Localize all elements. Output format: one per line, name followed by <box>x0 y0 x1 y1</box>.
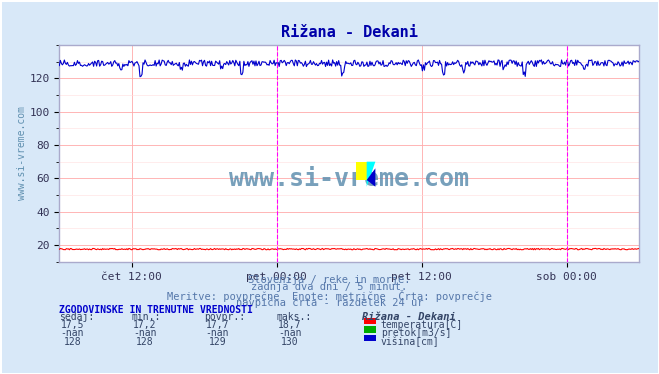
Text: min.:: min.: <box>132 312 161 322</box>
Text: pretok[m3/s]: pretok[m3/s] <box>381 328 451 338</box>
Text: 128: 128 <box>136 337 154 347</box>
Text: zadnja dva dni / 5 minut.: zadnja dva dni / 5 minut. <box>251 282 408 292</box>
Title: Rižana - Dekani: Rižana - Dekani <box>281 25 418 40</box>
Text: -nan: -nan <box>133 328 157 338</box>
Text: temperatura[C]: temperatura[C] <box>381 320 463 330</box>
Polygon shape <box>366 162 376 187</box>
Text: -nan: -nan <box>206 328 229 338</box>
Polygon shape <box>357 162 366 180</box>
Text: 17,2: 17,2 <box>133 320 157 330</box>
Text: navpična črta - razdelek 24 ur: navpična črta - razdelek 24 ur <box>236 297 423 308</box>
Text: 17,5: 17,5 <box>61 320 84 330</box>
Text: maks.:: maks.: <box>277 312 312 322</box>
Text: povpr.:: povpr.: <box>204 312 245 322</box>
Text: sedaj:: sedaj: <box>59 312 94 322</box>
Text: višina[cm]: višina[cm] <box>381 337 440 347</box>
Text: ZGODOVINSKE IN TRENUTNE VREDNOSTI: ZGODOVINSKE IN TRENUTNE VREDNOSTI <box>59 305 253 315</box>
Text: Rižana - Dekani: Rižana - Dekani <box>362 312 456 322</box>
Text: 130: 130 <box>281 337 299 347</box>
Text: 128: 128 <box>64 337 81 347</box>
Text: -nan: -nan <box>278 328 302 338</box>
Text: Slovenija / reke in morje.: Slovenija / reke in morje. <box>248 275 411 285</box>
Text: 129: 129 <box>209 337 226 347</box>
Text: -nan: -nan <box>61 328 84 338</box>
Polygon shape <box>366 168 376 187</box>
Text: 18,7: 18,7 <box>278 320 302 330</box>
Text: 17,7: 17,7 <box>206 320 229 330</box>
Text: www.si-vreme.com: www.si-vreme.com <box>229 168 469 191</box>
Text: Meritve: povprečne  Enote: metrične  Črta: povprečje: Meritve: povprečne Enote: metrične Črta:… <box>167 290 492 302</box>
Y-axis label: www.si-vreme.com: www.si-vreme.com <box>16 106 26 200</box>
